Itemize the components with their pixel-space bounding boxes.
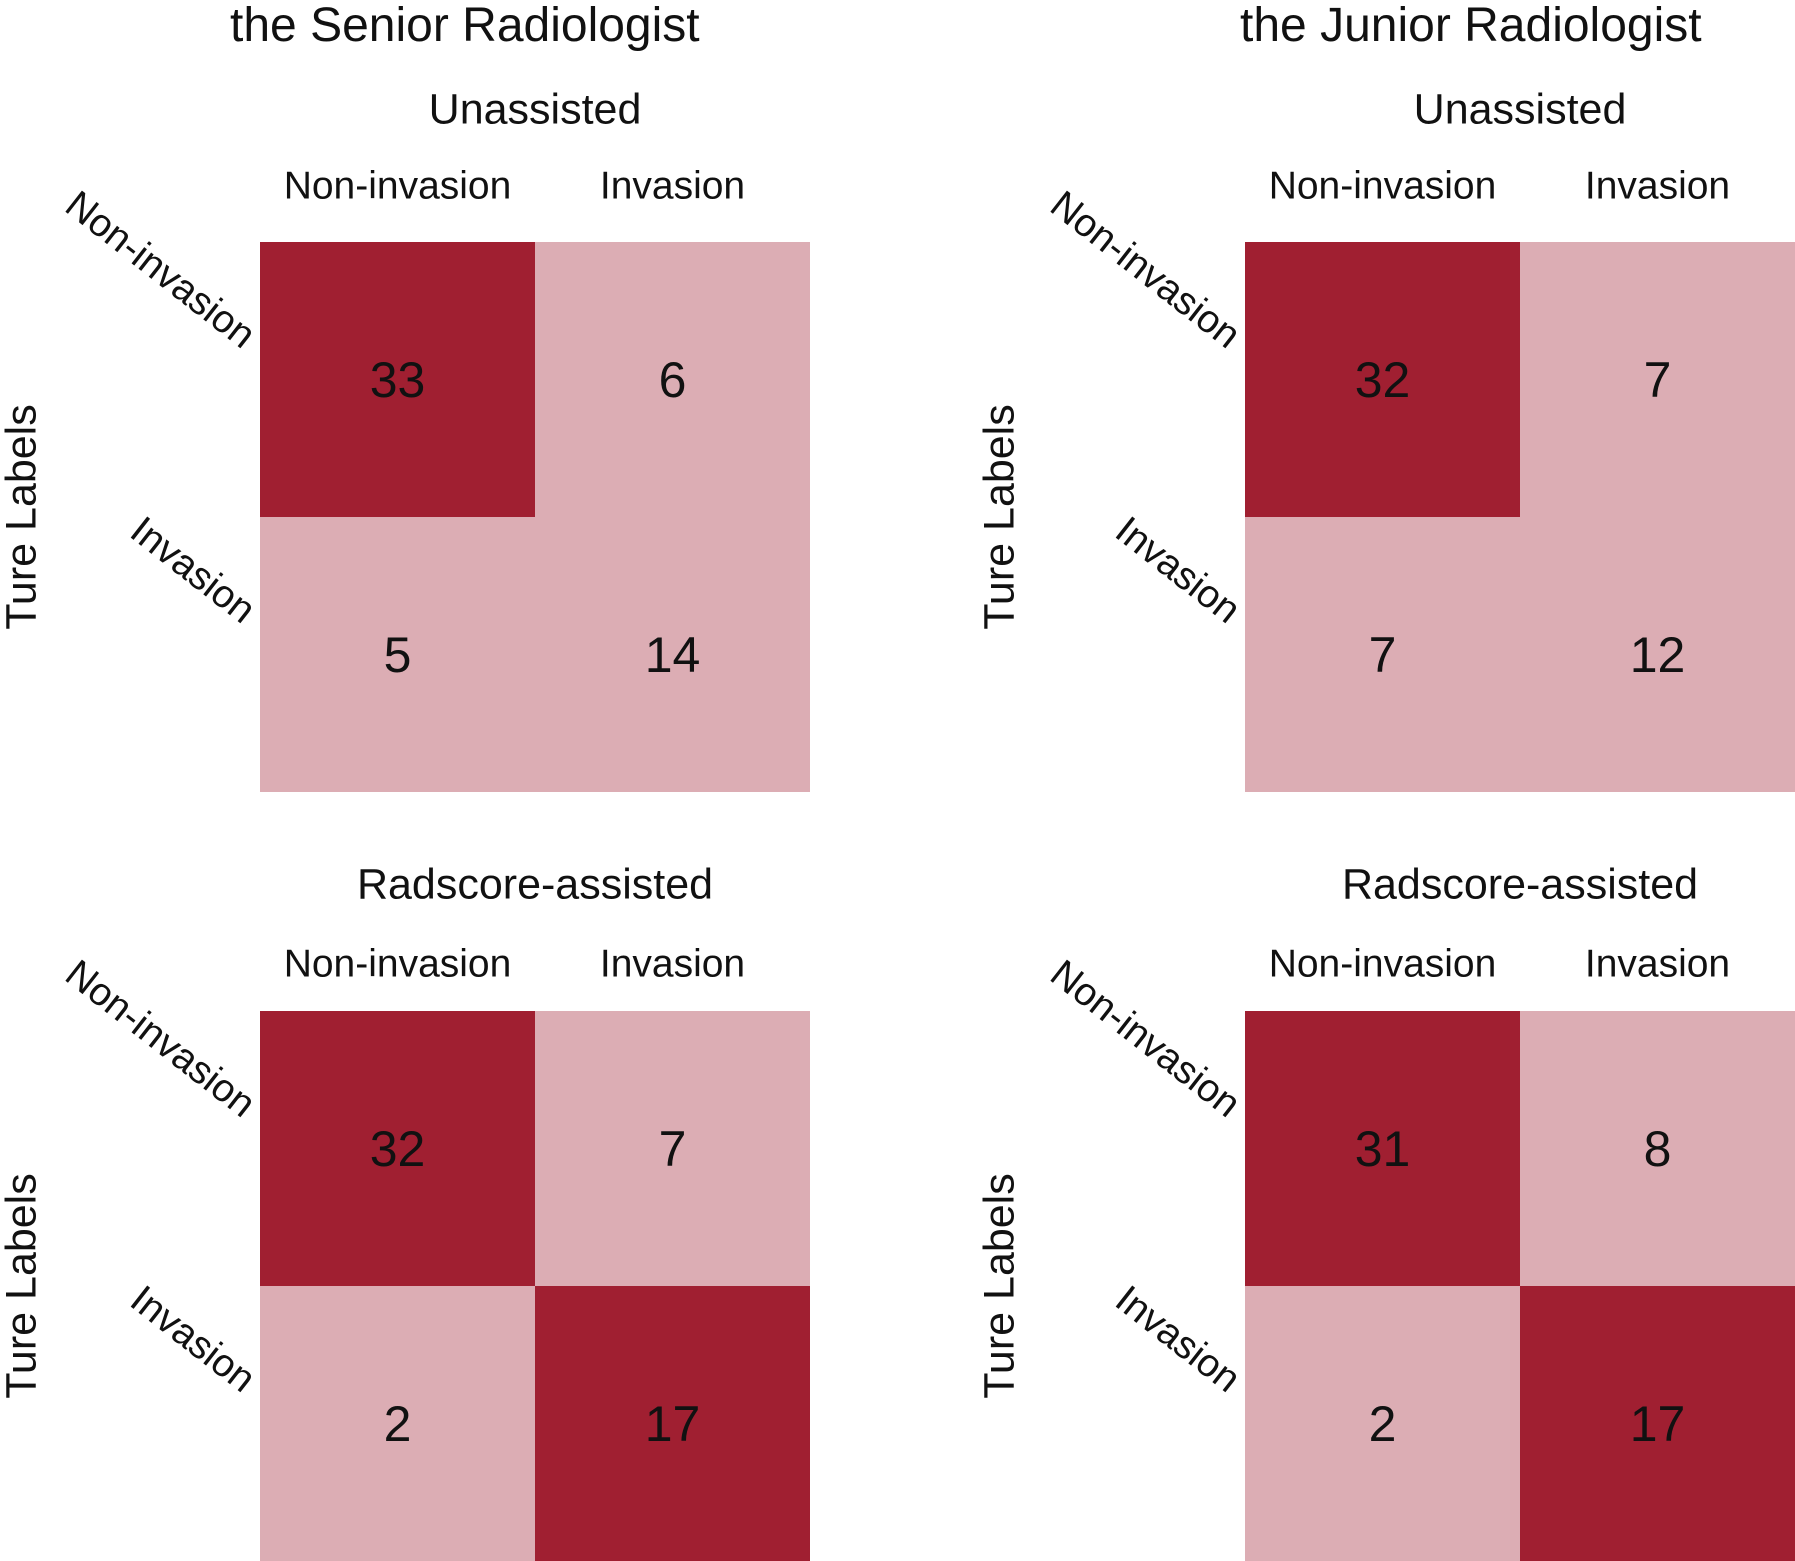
matrix-cell [260, 242, 535, 517]
panel-title-junior: the Junior Radiologist [1240, 0, 1702, 52]
matrix-cell [1245, 242, 1520, 517]
matrix-title: Unassisted [428, 85, 642, 134]
cell-value-label: 2 [1368, 1395, 1397, 1452]
y-tick-label: Invasion [1107, 508, 1249, 632]
matrix-cell [1520, 1286, 1795, 1561]
x-tick-label: Invasion [599, 164, 746, 208]
y-tick-label: Non-invasion [57, 182, 264, 357]
matrix-cell [1520, 517, 1795, 792]
cell-value-label: 7 [1368, 626, 1397, 683]
x-tick-label: Invasion [1584, 942, 1731, 986]
cell-value-label: 31 [1354, 1120, 1411, 1177]
confusion-matrix: Unassisted Non-invasion Invasion 33 6 5 14 Non-… [0, 0, 810, 792]
y-tick-label: Non-invasion [57, 951, 264, 1126]
matrix-cell [1520, 1011, 1795, 1286]
y-tick-label: Invasion [122, 1277, 264, 1401]
cell-value-label: 17 [644, 1395, 701, 1452]
cell-value-label: 12 [1629, 626, 1686, 683]
confusion-matrix: Unassisted Non-invasion Invasion 32 7 7 12 Non-… [0, 0, 1795, 792]
cell-value-label: 7 [658, 1120, 687, 1177]
matrix-title: Radscore-assisted [356, 860, 714, 909]
matrix-cell [535, 1286, 810, 1561]
cell-value-label: 7 [1643, 351, 1672, 408]
x-tick-label: Invasion [1584, 164, 1731, 208]
y-axis-title: Ture Labels [975, 404, 1024, 630]
x-tick-label: Non-invasion [283, 942, 512, 986]
y-tick-label: Invasion [122, 508, 264, 632]
cell-value-label: 6 [658, 351, 687, 408]
cell-value-label: 2 [383, 1395, 412, 1452]
x-tick-label: Non-invasion [1268, 942, 1497, 986]
cell-value-label: 17 [1629, 1395, 1686, 1452]
x-tick-label: Non-invasion [283, 164, 512, 208]
matrix-title: Unassisted [1413, 85, 1627, 134]
cell-value-label: 32 [369, 1120, 426, 1177]
matrix-cell [1245, 1286, 1520, 1561]
confusion-matrix: Radscore-assisted Non-invasion Invasion 32 7… [0, 0, 810, 1561]
x-tick-label: Invasion [599, 942, 746, 986]
matrix-cell [1245, 517, 1520, 792]
y-tick-label: Non-invasion [1042, 951, 1249, 1126]
matrix-cell [535, 517, 810, 792]
cell-value-label: 33 [369, 351, 426, 408]
x-tick-label: Non-invasion [1268, 164, 1497, 208]
matrix-title: Radscore-assisted [1341, 860, 1699, 909]
matrix-cell [260, 1286, 535, 1561]
matrix-cell [1245, 1011, 1520, 1286]
cell-value-label: 8 [1643, 1120, 1672, 1177]
matrix-cell [260, 517, 535, 792]
y-axis-title: Ture Labels [975, 1173, 1024, 1399]
matrix-cell [260, 1011, 535, 1286]
y-axis-title: Ture Labels [0, 404, 46, 630]
cell-value-label: 14 [644, 626, 701, 683]
y-axis-title: Ture Labels [0, 1173, 46, 1399]
matrix-cell [1520, 242, 1795, 517]
y-tick-label: Non-invasion [1042, 182, 1249, 357]
panel-title-senior: the Senior Radiologist [230, 0, 700, 52]
cell-value-label: 5 [383, 626, 412, 683]
cell-value-label: 32 [1354, 351, 1411, 408]
matrix-cell [535, 242, 810, 517]
matrix-cell [535, 1011, 810, 1286]
y-tick-label: Invasion [1107, 1277, 1249, 1401]
